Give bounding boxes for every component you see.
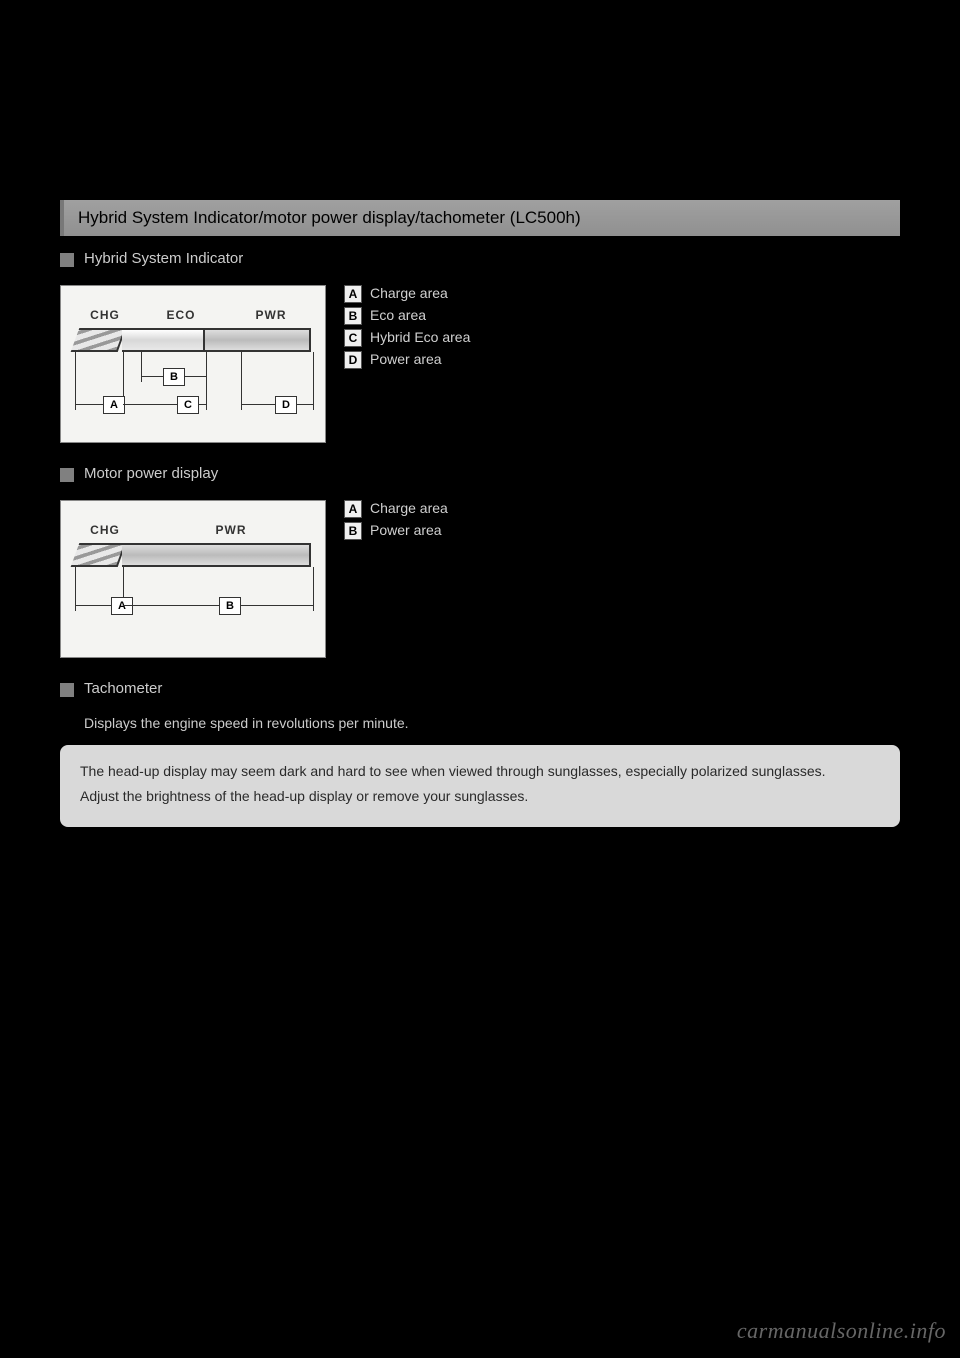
gauge-seg-eco	[122, 328, 205, 352]
key-box-b: B	[344, 522, 362, 540]
motor-power-diagram: CHG PWR A B	[60, 500, 326, 658]
callout-a: A	[103, 396, 125, 414]
gauge-seg-chg	[71, 543, 127, 567]
key-box-a: A	[344, 285, 362, 303]
gauge-label-chg: CHG	[75, 308, 135, 322]
gauge-bar	[75, 328, 311, 352]
callout-d: D	[275, 396, 297, 414]
hybrid-indicator-diagram: CHG ECO PWR B A C D	[60, 285, 326, 443]
gauge-seg-chg	[71, 328, 127, 352]
tachometer-description: Displays the engine speed in revolutions…	[84, 715, 900, 731]
legend-text: Eco area	[370, 307, 426, 323]
gauge-label-chg: CHG	[75, 523, 135, 537]
tick-line	[313, 567, 314, 611]
tick-line	[75, 352, 76, 410]
legend-text: Charge area	[370, 285, 448, 301]
subsection-title: Motor power display	[84, 465, 218, 482]
legend-text: Power area	[370, 351, 442, 367]
gauge-seg-pwr	[205, 328, 311, 352]
key-box-b: B	[344, 307, 362, 325]
bullet-icon	[60, 253, 74, 267]
content-row-1: CHG ECO PWR B A C D	[60, 285, 900, 443]
legend-col-1: ACharge area BEco area CHybrid Eco area …	[344, 285, 900, 443]
gauge-label-pwr: PWR	[241, 308, 301, 322]
tip-line-1: The head-up display may seem dark and ha…	[80, 761, 880, 782]
legend-item: B Power area	[344, 522, 900, 540]
legend-text: Power area	[370, 522, 442, 538]
manual-page: Hybrid System Indicator/motor power disp…	[0, 0, 960, 827]
watermark: carmanualsonline.info	[737, 1318, 946, 1344]
tick-line	[206, 352, 207, 410]
tip-box: The head-up display may seem dark and ha…	[60, 745, 900, 827]
bullet-icon	[60, 468, 74, 482]
legend-item: A Charge area	[344, 500, 900, 518]
tip-line-2: Adjust the brightness of the head-up dis…	[80, 786, 880, 807]
callout-a: A	[111, 597, 133, 615]
gauge-label-eco: ECO	[151, 308, 211, 322]
tick-line	[141, 352, 142, 382]
key-box-c: C	[344, 329, 362, 347]
tick-line	[313, 352, 314, 410]
arrow-line	[123, 605, 313, 606]
gauge-label-pwr: PWR	[201, 523, 261, 537]
legend-col-2: A Charge area B Power area	[344, 500, 900, 658]
legend-text: Charge area	[370, 500, 448, 516]
gauge-bar	[75, 543, 311, 567]
key-box-d: D	[344, 351, 362, 369]
content-row-2: CHG PWR A B A Charge area B Power area	[60, 500, 900, 658]
subsection-tachometer: Tachometer	[60, 680, 900, 697]
key-box-a: A	[344, 500, 362, 518]
subsection-title: Hybrid System Indicator	[84, 250, 243, 267]
legend-item: A Charge area	[344, 285, 900, 303]
legend-item: B Eco area	[344, 307, 900, 325]
callout-c: C	[177, 396, 199, 414]
section-header: Hybrid System Indicator/motor power disp…	[60, 200, 900, 236]
gauge-seg-pwr	[122, 543, 311, 567]
callout-b: B	[219, 597, 241, 615]
subsection-title: Tachometer	[84, 680, 162, 697]
bullet-icon	[60, 683, 74, 697]
legend-text: Hybrid Eco area	[370, 329, 470, 345]
subsection-hybrid-indicator: Hybrid System Indicator	[60, 250, 900, 267]
legend-item: D Power area	[344, 351, 900, 369]
tick-line	[241, 352, 242, 410]
legend-item: C Hybrid Eco area	[344, 329, 900, 347]
callout-b: B	[163, 368, 185, 386]
subsection-motor-power: Motor power display	[60, 465, 900, 482]
